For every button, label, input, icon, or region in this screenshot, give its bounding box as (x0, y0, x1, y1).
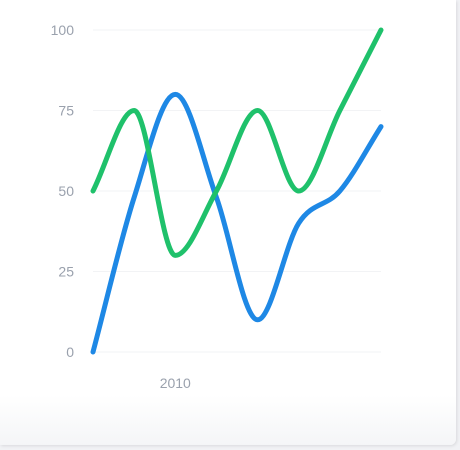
y-tick-label: 100 (51, 22, 75, 38)
grid-lines (93, 29, 381, 353)
y-tick-label: 50 (58, 183, 74, 199)
series-line-1 (90, 91, 384, 355)
series-line-2 (90, 27, 384, 258)
y-tick-label: 25 (58, 264, 74, 280)
card-bottom-shade (0, 395, 456, 445)
y-tick-label: 0 (66, 344, 74, 360)
x-tick-label: 2010 (160, 375, 191, 391)
series-group (90, 27, 384, 355)
x-axis-ticks: 2010 (160, 375, 191, 391)
y-tick-label: 75 (58, 103, 74, 119)
y-axis-ticks: 0 25 50 75 100 (51, 22, 75, 360)
